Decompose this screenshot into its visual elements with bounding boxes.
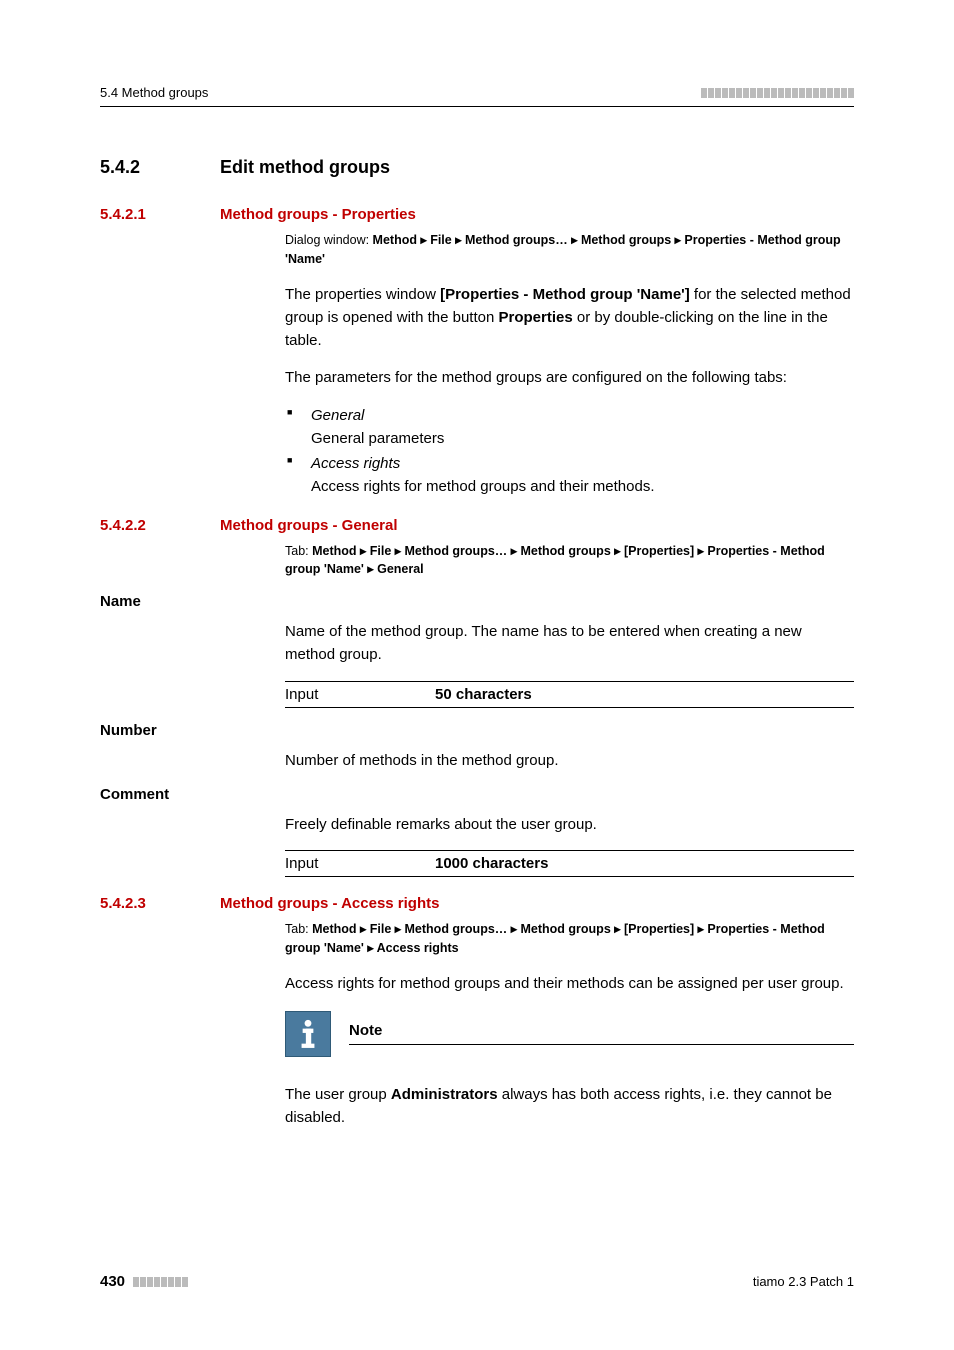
paragraph: Number of methods in the method group. [285, 749, 854, 772]
breadcrumb-label: Tab: [285, 922, 312, 936]
page-number: 430 [100, 1273, 125, 1290]
field-label-number: Number [100, 722, 854, 739]
heading-5.4.2.2: 5.4.2.2 Method groups - General [100, 517, 854, 534]
heading-title: Method groups - Access rights [220, 895, 439, 912]
paragraph: Access rights for method groups and thei… [285, 972, 854, 995]
note-box: Note The user group Administrators alway… [285, 1011, 854, 1130]
info-icon [285, 1011, 331, 1057]
heading-title: Method groups - General [220, 517, 398, 534]
header-section-path: 5.4 Method groups [100, 85, 208, 100]
list-item: General General parameters [285, 404, 854, 451]
input-spec-key: Input [285, 686, 435, 703]
note-body: The user group Administrators always has… [285, 1083, 854, 1130]
input-spec-key: Input [285, 855, 435, 872]
heading-title: Method groups - Properties [220, 206, 416, 223]
paragraph: Name of the method group. The name has t… [285, 620, 854, 667]
heading-5.4.2: 5.4.2 Edit method groups [100, 157, 854, 178]
heading-number: 5.4.2.2 [100, 517, 180, 534]
note-title: Note [349, 1022, 854, 1045]
heading-number: 5.4.2 [100, 157, 180, 178]
breadcrumb: Dialog window: Method ▸ File ▸ Method gr… [285, 231, 854, 269]
page-header: 5.4 Method groups [100, 85, 854, 107]
paragraph: The properties window [Properties - Meth… [285, 283, 854, 353]
input-spec-row: Input 1000 characters [285, 850, 854, 877]
input-spec-value: 50 characters [435, 686, 532, 703]
bullet-list: General General parameters Access rights… [285, 404, 854, 499]
heading-5.4.2.1: 5.4.2.1 Method groups - Properties [100, 206, 854, 223]
heading-number: 5.4.2.1 [100, 206, 180, 223]
heading-5.4.2.3: 5.4.2.3 Method groups - Access rights [100, 895, 854, 912]
breadcrumb-path: Method ▸ File ▸ Method groups… ▸ Method … [285, 544, 825, 577]
breadcrumb: Tab: Method ▸ File ▸ Method groups… ▸ Me… [285, 920, 854, 958]
field-label-comment: Comment [100, 786, 854, 803]
header-ornament [701, 88, 854, 98]
footer-product: tiamo 2.3 Patch 1 [753, 1274, 854, 1289]
heading-title: Edit method groups [220, 157, 390, 178]
list-item: Access rights Access rights for method g… [285, 452, 854, 499]
page-footer: 430 tiamo 2.3 Patch 1 [100, 1273, 854, 1290]
input-spec-row: Input 50 characters [285, 681, 854, 708]
breadcrumb-label: Tab: [285, 544, 312, 558]
breadcrumb-path: Method ▸ File ▸ Method groups… ▸ Method … [285, 922, 825, 955]
input-spec-value: 1000 characters [435, 855, 548, 872]
breadcrumb-label: Dialog window: [285, 233, 373, 247]
heading-number: 5.4.2.3 [100, 895, 180, 912]
field-label-name: Name [100, 593, 854, 610]
footer-ornament [133, 1277, 188, 1287]
breadcrumb: Tab: Method ▸ File ▸ Method groups… ▸ Me… [285, 542, 854, 580]
paragraph: The parameters for the method groups are… [285, 366, 854, 389]
paragraph: Freely definable remarks about the user … [285, 813, 854, 836]
